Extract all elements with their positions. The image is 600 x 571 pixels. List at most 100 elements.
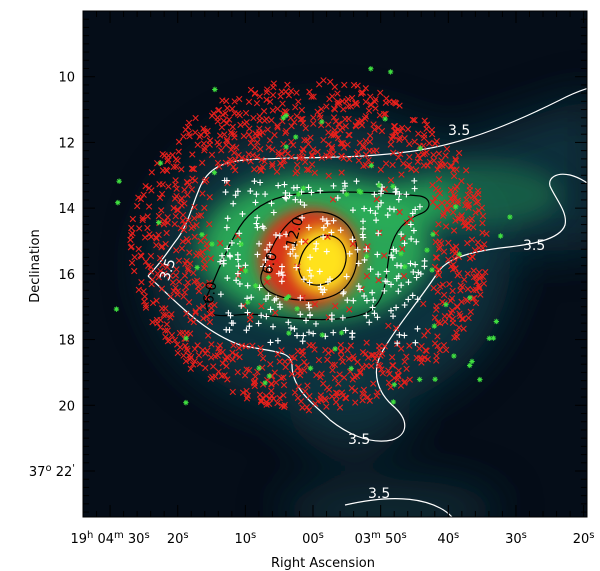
source-white-plus: [278, 269, 285, 276]
source-red-cross: [395, 154, 402, 161]
source-white-plus: [361, 205, 368, 212]
source-white-plus: [409, 210, 416, 217]
source-white-plus: [293, 264, 300, 271]
source-white-plus: [403, 191, 410, 198]
source-green-star: [467, 362, 473, 369]
source-white-plus: [363, 297, 370, 304]
source-red-cross: [406, 342, 413, 349]
source-red-cross: [460, 325, 467, 332]
source-white-plus: [405, 296, 412, 303]
source-red-cross: [295, 364, 302, 371]
source-red-cross: [247, 86, 255, 94]
source-red-cross: [223, 120, 231, 127]
source-red-cross: [232, 351, 239, 359]
source-red-cross: [155, 212, 163, 220]
source-white-plus: [297, 294, 304, 301]
source-white-plus: [313, 240, 320, 247]
source-red-cross: [231, 130, 238, 138]
source-white-plus: [224, 245, 231, 252]
contour-label-6.0-left: 6.0: [201, 280, 221, 305]
source-green-star: [358, 189, 364, 195]
source-red-cross: [211, 301, 218, 309]
source-red-cross: [359, 390, 366, 397]
source-red-cross: [271, 369, 278, 376]
source-red-cross: [141, 234, 149, 241]
source-white-plus: [393, 247, 400, 254]
source-red-cross: [299, 154, 307, 161]
source-red-cross: [206, 141, 213, 148]
source-red-cross: [192, 309, 199, 317]
source-red-cross: [302, 125, 309, 132]
source-red-cross: [436, 319, 444, 327]
source-red-cross: [251, 166, 258, 173]
source-red-cross: [206, 318, 214, 326]
source-red-cross: [421, 332, 428, 339]
source-white-plus: [221, 177, 228, 184]
source-red-cross: [207, 375, 214, 383]
source-white-plus: [266, 241, 273, 248]
source-red-cross: [337, 140, 344, 147]
source-red-cross: [360, 162, 367, 170]
source-green-star: [431, 323, 437, 329]
source-red-cross: [390, 133, 398, 140]
source-red-cross: [162, 311, 170, 319]
source-red-cross: [142, 258, 150, 265]
source-white-plus: [262, 296, 269, 303]
source-red-cross: [231, 110, 238, 117]
source-red-cross: [294, 161, 301, 169]
source-red-cross: [199, 190, 206, 197]
source-white-plus: [286, 192, 293, 199]
source-red-cross: [174, 341, 181, 348]
source-red-cross: [201, 144, 208, 151]
source-red-cross: [249, 342, 256, 349]
source-red-cross: [471, 194, 479, 201]
source-white-plus: [263, 246, 270, 253]
source-red-cross: [412, 167, 420, 174]
source-green-star: [115, 199, 121, 206]
source-red-cross: [379, 370, 387, 377]
source-red-cross: [160, 311, 167, 319]
source-red-cross: [229, 356, 236, 363]
source-white-plus: [244, 295, 251, 302]
source-white-plus: [398, 282, 405, 289]
source-white-plus: [413, 238, 420, 245]
source-red-cross: [274, 399, 281, 407]
source-red-cross: [183, 329, 190, 337]
source-red-cross: [164, 263, 171, 271]
source-white-plus: [306, 312, 313, 319]
source-red-cross: [294, 263, 301, 270]
source-white-plus: [384, 278, 391, 285]
source-red-cross: [263, 96, 270, 103]
source-red-cross: [449, 209, 457, 216]
source-red-cross: [224, 354, 232, 362]
source-red-cross: [447, 297, 454, 305]
source-red-cross: [318, 105, 325, 113]
source-red-cross: [173, 247, 180, 254]
source-red-cross: [246, 316, 254, 323]
source-red-cross: [442, 152, 449, 159]
source-white-plus: [410, 268, 417, 275]
source-green-star: [155, 219, 162, 226]
source-white-plus: [398, 231, 405, 238]
source-red-cross: [219, 348, 226, 356]
source-red-cross: [194, 342, 201, 349]
source-white-plus: [306, 304, 313, 311]
source-red-cross: [432, 185, 440, 192]
source-red-cross: [269, 162, 276, 170]
source-red-cross: [371, 126, 378, 133]
contour-3.5-bottom: [344, 498, 453, 517]
source-red-cross: [459, 283, 466, 291]
source-red-cross: [195, 352, 203, 359]
source-white-plus: [367, 266, 374, 273]
source-green-star: [416, 376, 423, 383]
source-red-cross: [191, 345, 199, 353]
source-white-plus: [267, 306, 274, 313]
source-white-plus: [265, 292, 272, 299]
source-green-star: [348, 365, 354, 372]
source-red-cross: [446, 280, 453, 288]
source-red-cross: [206, 282, 213, 290]
source-white-plus: [363, 312, 370, 319]
source-white-plus: [330, 329, 337, 336]
source-red-cross: [174, 287, 181, 295]
source-red-cross: [282, 88, 290, 95]
